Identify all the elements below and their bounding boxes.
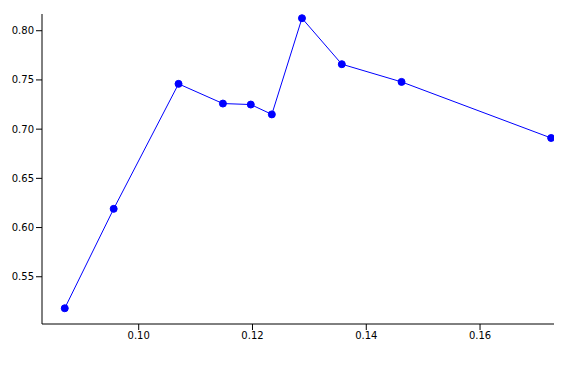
svg-text:0.65: 0.65 (12, 173, 34, 184)
svg-text:0.70: 0.70 (12, 124, 34, 135)
svg-text:0.80: 0.80 (12, 25, 34, 36)
svg-text:0.10: 0.10 (128, 330, 150, 341)
svg-text:0.16: 0.16 (469, 330, 491, 341)
svg-text:0.55: 0.55 (12, 271, 34, 282)
svg-text:0.14: 0.14 (355, 330, 377, 341)
svg-text:0.12: 0.12 (241, 330, 263, 341)
svg-text:0.75: 0.75 (12, 74, 34, 85)
svg-text:0.60: 0.60 (12, 222, 34, 233)
